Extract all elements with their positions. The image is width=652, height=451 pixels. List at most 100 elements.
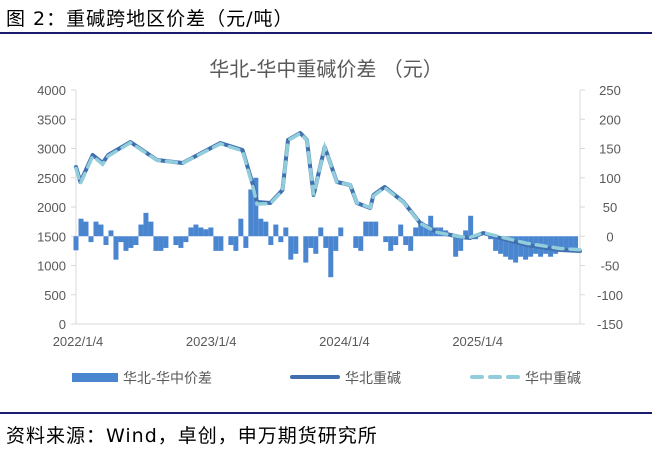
spread-bar — [503, 236, 509, 257]
spread-bar — [408, 236, 414, 251]
right-tick-label: 0 — [606, 229, 613, 244]
right-tick-label: -150 — [597, 317, 623, 332]
spread-bar — [548, 236, 554, 257]
spread-bar — [468, 215, 474, 237]
spread-bar — [108, 230, 114, 237]
spread-bar — [203, 229, 209, 237]
spread-bar — [383, 236, 389, 243]
spread-bar — [513, 236, 519, 263]
spread-bar — [243, 236, 249, 248]
legend-label-central: 华中重碱 — [525, 371, 581, 387]
spread-bar — [358, 236, 364, 251]
spread-bar — [518, 236, 524, 257]
spread-bar — [208, 227, 214, 237]
left-tick-label: 3500 — [37, 112, 66, 127]
figure-title: 图 2：重碱跨地区价差（元/吨） — [6, 8, 294, 30]
chart-title: 华北-华中重碱价差 （元） — [209, 57, 443, 81]
spread-bar — [353, 236, 359, 248]
spread-bar — [523, 236, 529, 260]
spread-bar — [198, 227, 204, 237]
spread-bar — [183, 236, 189, 243]
spread-bar — [418, 221, 424, 237]
left-tick-label: 1000 — [37, 259, 66, 274]
spread-bar — [88, 236, 94, 243]
spread-bar — [558, 236, 564, 251]
spread-bar — [228, 236, 234, 246]
legend: 华北-华中价差 华北重碱 华中重碱 — [72, 371, 581, 387]
spread-bar — [218, 236, 224, 251]
spread-bar — [73, 236, 79, 251]
spread-bar — [123, 236, 129, 251]
spread-bar — [158, 236, 164, 251]
central-price-line — [74, 131, 582, 252]
spread-bar — [398, 224, 404, 237]
spread-bar — [238, 218, 244, 237]
spread-bar — [453, 236, 459, 257]
spread-bar — [253, 177, 259, 237]
spread-bar — [98, 224, 104, 237]
left-tick-label: 0 — [59, 317, 66, 332]
left-tick-label: 500 — [44, 288, 66, 303]
spread-bar — [413, 227, 419, 237]
spread-bar — [428, 215, 434, 237]
x-tick-label: 2025/1/4 — [452, 334, 503, 349]
spread-bar — [128, 236, 134, 248]
spread-bar — [178, 236, 184, 248]
spread-bar — [293, 236, 299, 254]
left-tick-label: 3000 — [37, 142, 66, 157]
spread-bar — [93, 221, 99, 237]
spread-bar — [393, 236, 399, 246]
left-tick-label: 2000 — [37, 200, 66, 215]
legend-label-north: 华北重碱 — [345, 371, 401, 387]
spread-bar — [333, 236, 339, 251]
spread-bar — [423, 224, 429, 237]
right-tick-label: 250 — [599, 83, 621, 98]
spread-bar — [248, 189, 254, 237]
spread-bar — [153, 236, 159, 251]
right-tick-label: 100 — [599, 171, 621, 186]
x-tick-label: 2024/1/4 — [319, 334, 370, 349]
spread-bar — [288, 236, 294, 260]
spread-bar — [148, 221, 154, 237]
spread-bar — [103, 236, 109, 246]
spread-bar — [308, 236, 314, 248]
spread-bar — [173, 236, 179, 246]
spread-bar — [388, 236, 394, 251]
spread-bar — [113, 236, 119, 260]
right-tick-label: -100 — [597, 288, 623, 303]
spread-bar — [458, 236, 464, 251]
spread-bar — [403, 236, 409, 246]
spread-bar — [303, 236, 309, 263]
x-tick-label: 2022/1/4 — [53, 334, 104, 349]
x-tick-label: 2023/1/4 — [186, 334, 237, 349]
spread-bar — [133, 236, 139, 246]
spread-bar — [373, 221, 379, 237]
spread-bar — [188, 227, 194, 237]
spread-bar — [573, 236, 579, 248]
spread-bar — [563, 236, 569, 251]
spread-bar — [258, 218, 264, 237]
right-tick-label: 150 — [599, 142, 621, 157]
spread-bar — [83, 221, 89, 237]
spread-bar — [213, 236, 219, 251]
legend-swatch-spread — [72, 373, 118, 382]
right-tick-label: 50 — [603, 200, 617, 215]
spread-bar — [323, 236, 329, 248]
spread-bar — [233, 236, 239, 251]
spread-bar — [363, 221, 369, 237]
spread-bar — [508, 236, 514, 260]
spread-bar — [553, 236, 559, 254]
spread-bar — [463, 230, 469, 237]
spread-bar — [268, 236, 274, 246]
spread-bar — [568, 236, 574, 251]
left-tick-label: 2500 — [37, 171, 66, 186]
spread-bar — [328, 236, 334, 278]
spread-bar — [118, 236, 124, 243]
source-note: 资料来源：Wind，卓创，申万期货研究所 — [6, 425, 378, 447]
spread-bar — [143, 212, 149, 237]
top-rule — [0, 32, 652, 34]
spread-bar — [368, 221, 374, 237]
spread-bar — [78, 218, 84, 237]
spread-bar — [193, 224, 199, 237]
